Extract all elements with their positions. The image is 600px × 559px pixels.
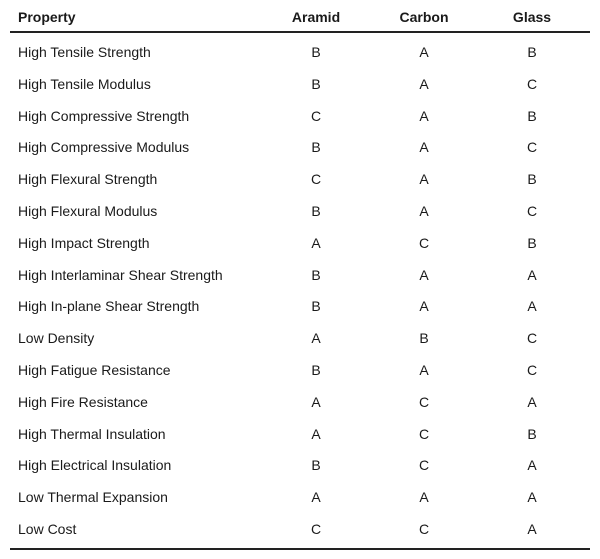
- rating-cell: A: [419, 203, 429, 219]
- column-header: Property: [18, 9, 76, 25]
- rating-cell: B: [311, 44, 321, 60]
- rating-cell: C: [310, 171, 322, 188]
- property-cell: Low Density: [18, 330, 95, 347]
- property-cell: High Compressive Strength: [18, 107, 190, 124]
- property-cell: High Flexural Modulus: [18, 203, 158, 219]
- rating-cell: C: [526, 203, 538, 219]
- rating-cell: B: [527, 44, 537, 60]
- rating-cell: C: [418, 457, 430, 474]
- rating-cell: A: [311, 425, 321, 442]
- rating-cell: B: [311, 266, 321, 283]
- property-cell: High Electrical Insulation: [18, 457, 172, 474]
- rating-cell: C: [310, 521, 322, 537]
- rating-cell: A: [527, 393, 537, 410]
- rating-cell: B: [311, 457, 321, 474]
- rating-cell: A: [419, 362, 429, 378]
- rating-cell: B: [419, 330, 429, 347]
- rating-cell: B: [527, 425, 537, 442]
- rating-cell: A: [419, 298, 429, 315]
- rating-cell: A: [527, 521, 537, 537]
- property-cell: High Interlaminar Shear Strength: [18, 266, 223, 283]
- property-cell: Low Thermal Expansion: [18, 489, 168, 506]
- property-cell: High Fatigue Resistance: [18, 362, 171, 378]
- rating-cell: C: [418, 521, 430, 537]
- rating-cell: A: [419, 139, 429, 156]
- property-cell: High Impact Strength: [18, 234, 150, 251]
- rating-cell: C: [418, 234, 430, 251]
- rating-cell: C: [526, 362, 538, 378]
- property-cell: High Flexural Strength: [18, 171, 158, 188]
- rating-cell: C: [526, 139, 538, 156]
- property-cell: High Tensile Strength: [18, 44, 151, 60]
- rating-cell: C: [310, 107, 322, 124]
- property-cell: High In-plane Shear Strength: [18, 298, 200, 315]
- property-cell: Low Cost: [18, 521, 77, 537]
- rating-cell: C: [526, 75, 538, 92]
- rating-cell: C: [526, 330, 538, 347]
- rating-cell: B: [311, 139, 321, 156]
- rating-cell: A: [419, 107, 429, 124]
- rating-cell: A: [419, 44, 429, 60]
- column-header: Glass: [512, 9, 552, 25]
- rating-cell: A: [527, 489, 537, 506]
- rating-cell: B: [527, 171, 537, 188]
- rating-cell: B: [311, 298, 321, 315]
- rating-cell: A: [311, 393, 321, 410]
- column-header: Carbon: [399, 9, 449, 25]
- property-cell: High Thermal Insulation: [18, 425, 166, 442]
- rating-cell: C: [418, 393, 430, 410]
- property-cell: High Fire Resistance: [18, 393, 148, 410]
- rating-cell: A: [419, 171, 429, 188]
- rating-cell: B: [527, 107, 537, 124]
- rating-cell: B: [311, 75, 321, 92]
- rating-cell: A: [527, 457, 537, 474]
- rating-cell: A: [419, 489, 429, 506]
- rating-cell: A: [527, 298, 537, 315]
- rating-cell: A: [311, 489, 321, 506]
- rating-cell: B: [527, 234, 537, 251]
- rating-cell: C: [418, 425, 430, 442]
- rating-cell: A: [419, 75, 429, 92]
- rating-cell: B: [311, 362, 321, 378]
- rating-cell: A: [311, 330, 321, 347]
- column-header: Aramid: [291, 9, 341, 25]
- property-cell: High Compressive Modulus: [18, 139, 190, 156]
- header-rule: [10, 31, 590, 33]
- bottom-rule: [10, 548, 590, 550]
- property-cell: High Tensile Modulus: [18, 75, 151, 92]
- rating-cell: B: [311, 203, 321, 219]
- rating-cell: A: [311, 234, 321, 251]
- rating-cell: A: [527, 266, 537, 283]
- rating-cell: A: [419, 266, 429, 283]
